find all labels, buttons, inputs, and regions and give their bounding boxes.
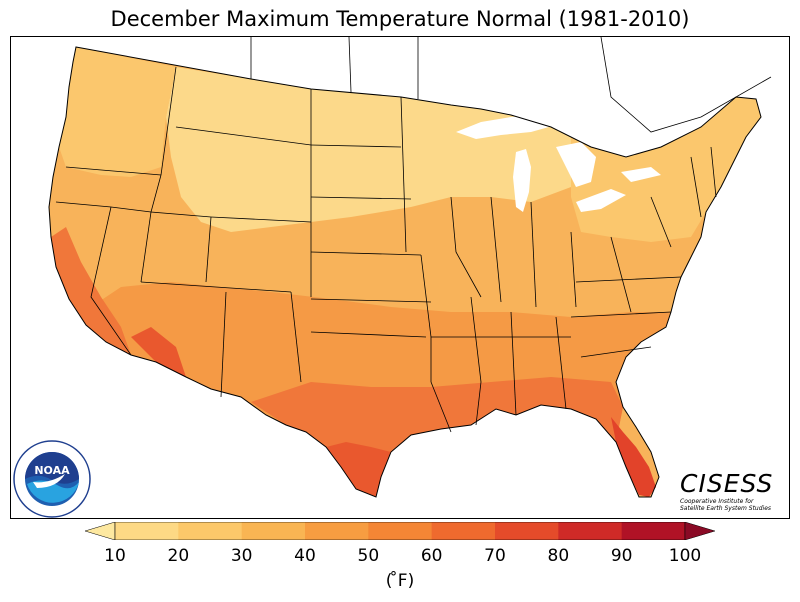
- cisess-subtitle-1: Cooperative Institute for: [680, 498, 754, 505]
- lake-michigan: [513, 149, 531, 212]
- colorbar-cell: [178, 522, 243, 540]
- state-boundaries: [55, 66, 717, 433]
- colorbar-cell: [115, 522, 179, 540]
- temperature-map: [48, 37, 772, 498]
- colorbar-tick-label: 40: [294, 546, 316, 566]
- map-frame: [10, 36, 790, 519]
- noaa-logo: NOAA: [13, 440, 91, 518]
- colorbar-cell: [495, 522, 559, 540]
- color-bar: [85, 522, 715, 540]
- colorbar-max-arrow: [684, 522, 715, 540]
- unit-label: ( ̊F): [385, 571, 415, 591]
- colorbar-tick-label: 30: [230, 546, 253, 566]
- texas-south: [326, 442, 391, 497]
- colorbar-tick-label: 20: [167, 546, 190, 566]
- colorbar-cell: [241, 522, 306, 540]
- colorbar-cell: [305, 522, 369, 540]
- colorbar-cell: [368, 522, 433, 540]
- cisess-name: CISESS: [680, 469, 774, 498]
- northern-region: [166, 67, 571, 232]
- colorbar-tick-label: 90: [610, 546, 633, 566]
- colorbar-cell: [431, 522, 496, 540]
- pacific-northwest: [59, 47, 176, 177]
- canada-boundaries: [250, 37, 772, 133]
- colorbar-cells: [114, 522, 686, 540]
- noaa-text: NOAA: [34, 464, 70, 477]
- california-coast: [51, 227, 131, 355]
- colorbar-tick-label: 10: [104, 546, 126, 566]
- colorbar-tick-label: 70: [484, 546, 506, 566]
- cisess-logo: CISESS Cooperative Institute for Satelli…: [680, 469, 780, 513]
- northeast-region: [571, 97, 761, 242]
- florida: [611, 417, 656, 497]
- colorbar-cell: [558, 522, 623, 540]
- us-outline: [48, 46, 762, 498]
- colorbar-min-arrow: [85, 522, 116, 540]
- lake-erie: [576, 189, 626, 212]
- lake-huron: [556, 142, 596, 187]
- colorbar-tick-label: 80: [547, 546, 570, 566]
- colorbar-tick-label: 100: [668, 546, 702, 566]
- cisess-subtitle-2: Satellite Earth System Studies: [680, 505, 772, 512]
- colorbar-tick-label: 60: [420, 546, 443, 566]
- map-title: December Maximum Temperature Normal (198…: [110, 7, 690, 31]
- lake-ontario: [621, 167, 661, 182]
- gulf-coast: [251, 377, 623, 497]
- colorbar-cell: [621, 522, 686, 540]
- colorbar-tick-label: 50: [357, 546, 380, 566]
- arizona-desert: [131, 327, 186, 377]
